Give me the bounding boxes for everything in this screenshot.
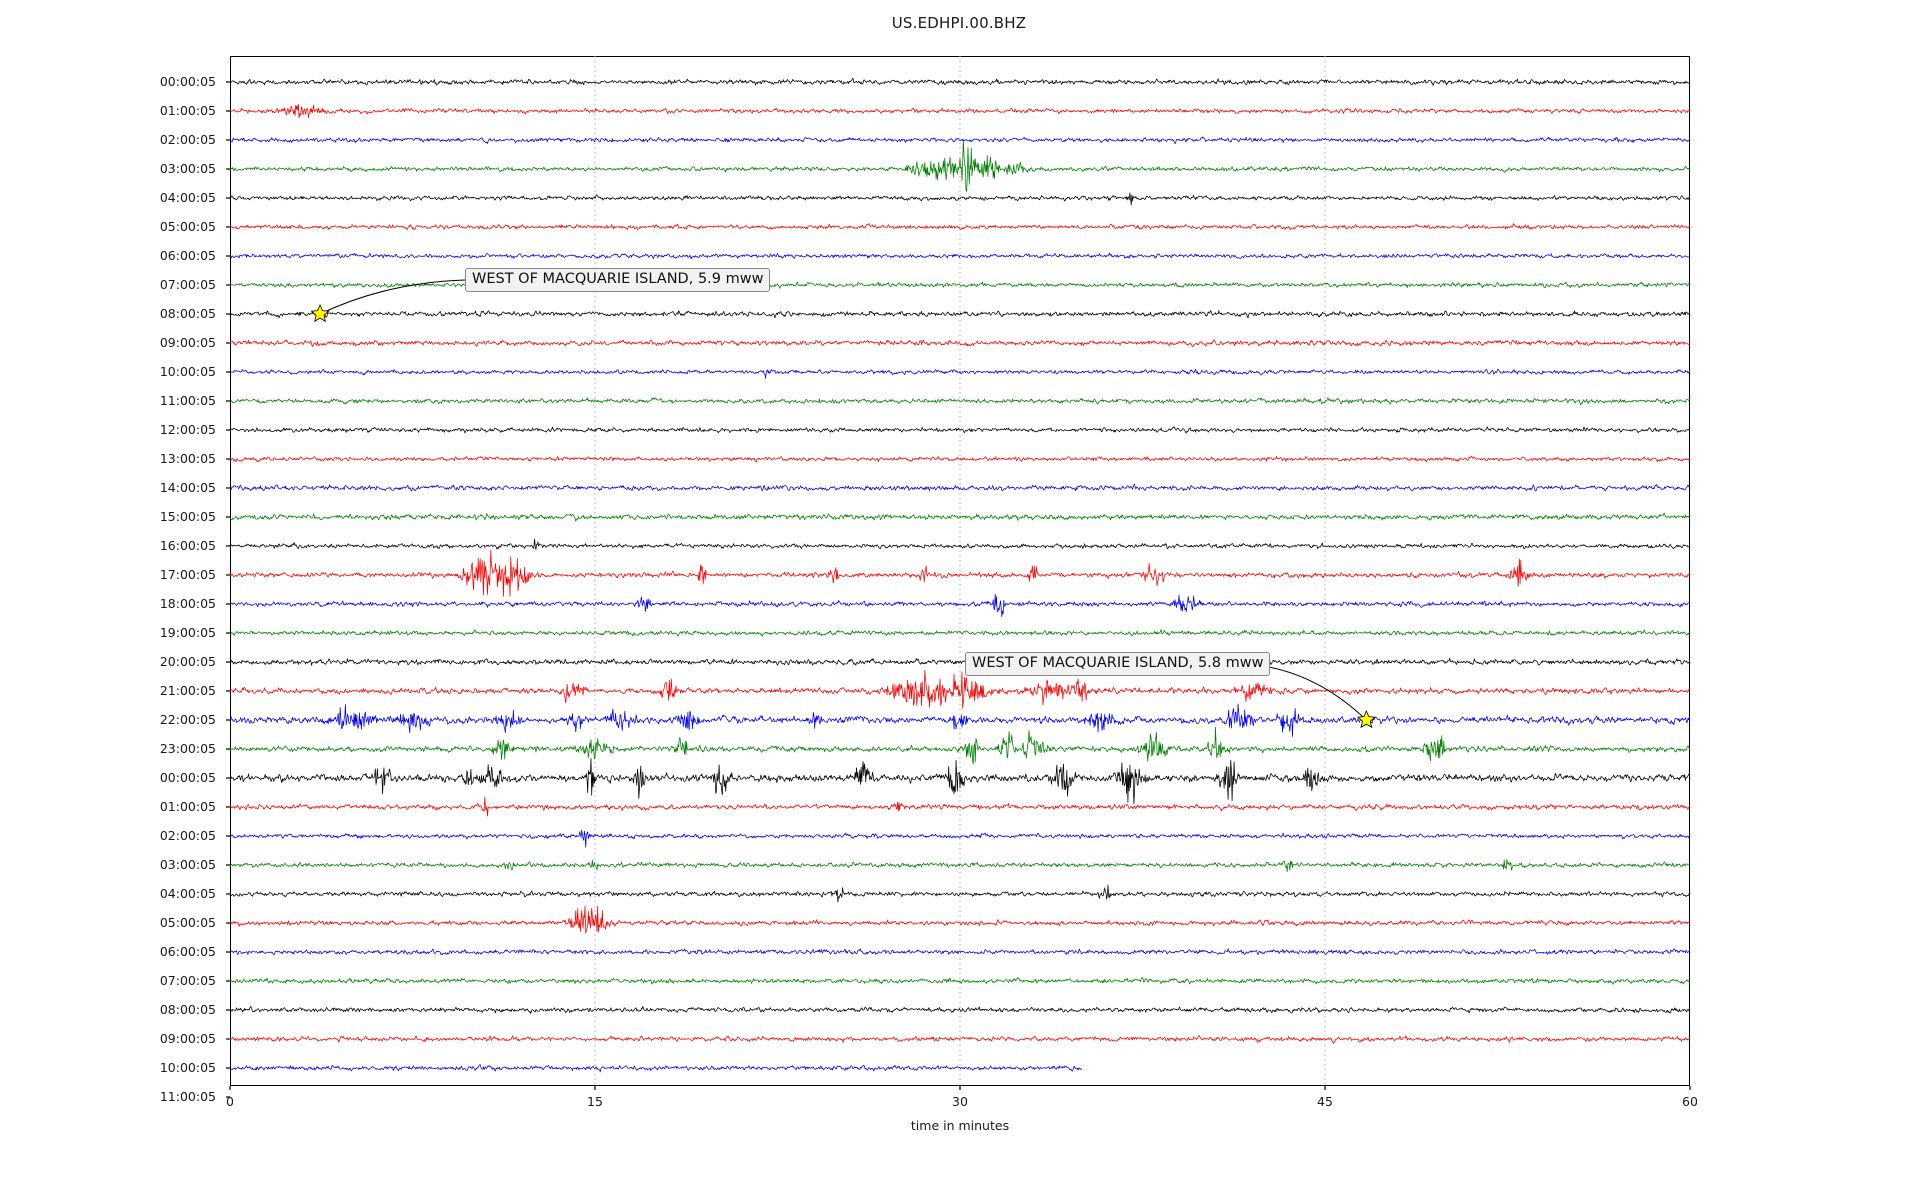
grid-lines <box>594 56 1326 1086</box>
x-tick-label: 60 <box>1682 1094 1698 1109</box>
y-tick-label: 03:00:05 <box>159 857 216 872</box>
y-tick-label: 01:00:05 <box>159 799 216 814</box>
y-tick-label: 21:00:05 <box>159 683 216 698</box>
y-tick-label: 07:00:05 <box>159 973 216 988</box>
x-tick-label: 15 <box>587 1094 603 1109</box>
y-tick-label: 20:00:05 <box>159 654 216 669</box>
y-tick-label: 17:00:05 <box>159 567 216 582</box>
y-tick-label: 16:00:05 <box>159 538 216 553</box>
star-icon <box>310 303 330 323</box>
y-tick-label: 14:00:05 <box>159 480 216 495</box>
y-tick-label: 13:00:05 <box>159 451 216 466</box>
page-title: US.EDHPI.00.BHZ <box>0 14 1920 32</box>
y-tick-label: 04:00:05 <box>159 190 216 205</box>
y-tick-label: 04:00:05 <box>159 886 216 901</box>
y-tick-label: 08:00:05 <box>159 1002 216 1017</box>
x-tick-label: 45 <box>1317 1094 1333 1109</box>
y-tick-label: 02:00:05 <box>159 828 216 843</box>
event-annotation-label[interactable]: WEST OF MACQUARIE ISLAND, 5.8 mww <box>965 652 1271 676</box>
y-tick-label: 23:00:05 <box>159 741 216 756</box>
y-tick-label: 02:00:05 <box>159 132 216 147</box>
y-tick-label: 22:00:05 <box>159 712 216 727</box>
y-tick-label: 10:00:05 <box>159 1060 216 1075</box>
y-tick-label: 06:00:05 <box>159 944 216 959</box>
y-tick-label: 09:00:05 <box>159 1031 216 1046</box>
x-axis-label: time in minutes <box>910 1118 1010 1133</box>
y-tick-label: 01:00:05 <box>159 103 216 118</box>
y-tick-label: 12:00:05 <box>159 422 216 437</box>
x-tick-label: 0 <box>226 1094 234 1109</box>
event-markers <box>310 303 1376 729</box>
y-tick-label: 03:00:05 <box>159 161 216 176</box>
trace-group <box>229 77 1691 1073</box>
y-tick-label: 08:00:05 <box>159 306 216 321</box>
y-tick-label: 00:00:05 <box>159 770 216 785</box>
y-tick-label: 00:00:05 <box>159 74 216 89</box>
y-tick-label: 10:00:05 <box>159 364 216 379</box>
y-tick-label: 15:00:05 <box>159 509 216 524</box>
y-tick-label: 19:00:05 <box>159 625 216 640</box>
y-tick-label: 05:00:05 <box>159 219 216 234</box>
y-tick-label: 11:00:05 <box>159 1089 216 1104</box>
y-tick-label: 05:00:05 <box>159 915 216 930</box>
star-icon <box>1356 709 1376 729</box>
page-title-text: US.EDHPI.00.BHZ <box>891 14 1027 32</box>
y-tick-label: 06:00:05 <box>159 248 216 263</box>
x-tick-label: 30 <box>952 1094 968 1109</box>
y-tick-label: 11:00:05 <box>159 393 216 408</box>
y-tick-label: 07:00:05 <box>159 277 216 292</box>
y-tick-label: 09:00:05 <box>159 335 216 350</box>
tick-marks <box>226 81 1691 1098</box>
event-annotation-label[interactable]: WEST OF MACQUARIE ISLAND, 5.9 mww <box>465 268 771 292</box>
y-tick-label: 18:00:05 <box>159 596 216 611</box>
